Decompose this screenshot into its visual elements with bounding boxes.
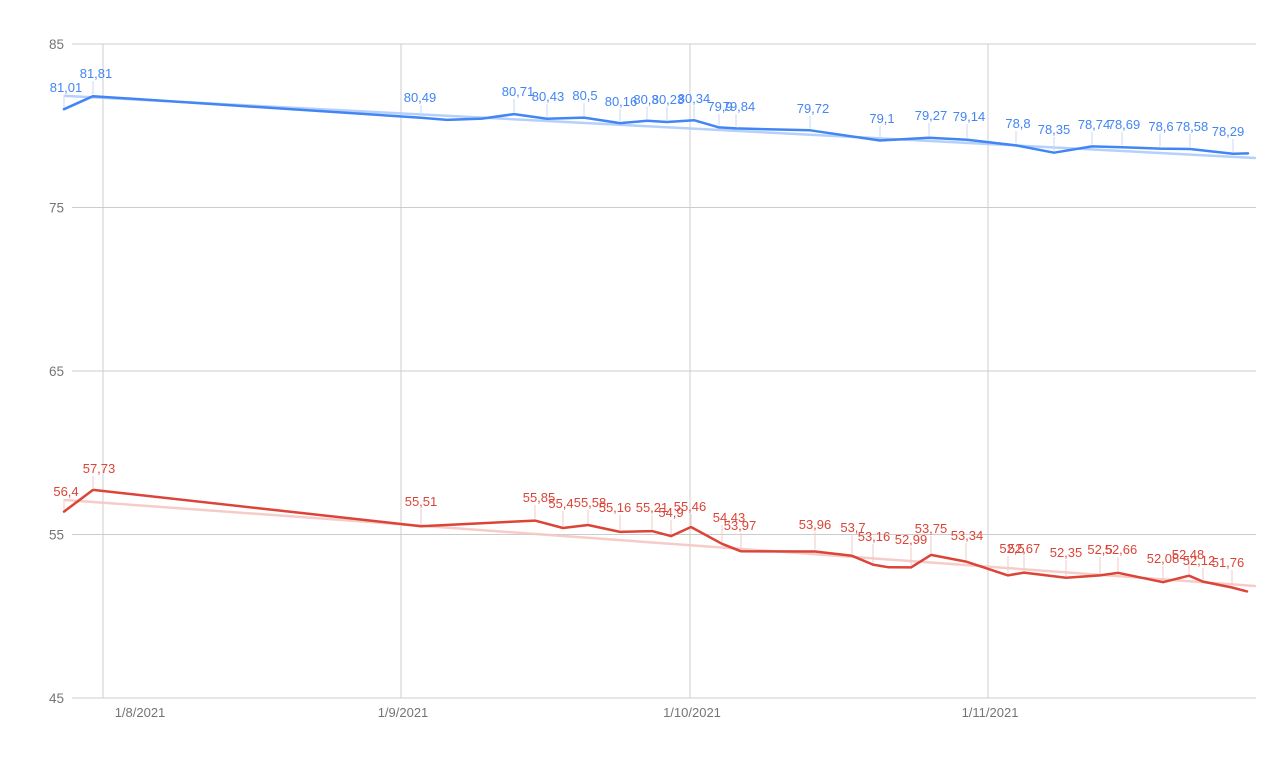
- red-data-label: 52,99: [895, 532, 928, 547]
- red-data-label: 55,58: [574, 495, 607, 510]
- red-data-label: 55,46: [674, 499, 707, 514]
- red-data-label: 55,51: [405, 494, 438, 509]
- blue-data-label: 78,58: [1176, 119, 1209, 134]
- red-data-label: 55,85: [523, 490, 556, 505]
- x-axis-tick-label: 1/9/2021: [378, 705, 429, 720]
- y-axis-tick-label: 55: [49, 528, 64, 543]
- y-axis-tick-label: 75: [49, 201, 64, 216]
- blue-data-label: 79,1: [869, 111, 894, 126]
- blue-data-label: 80,3: [633, 92, 658, 107]
- red-data-label: 55,16: [599, 500, 632, 515]
- red-data-label: 51,76: [1212, 555, 1245, 570]
- blue-series-line: [62, 94, 1250, 155]
- blue-data-label: 80,5: [572, 88, 597, 103]
- blue-data-label: 78,69: [1108, 117, 1141, 132]
- blue-data-label: 81,01: [50, 80, 83, 95]
- red-trendline: [63, 498, 1257, 588]
- x-axis-tick-label: 1/10/2021: [663, 705, 721, 720]
- blue-data-label: 78,35: [1038, 122, 1071, 137]
- red-data-label: 52,35: [1050, 545, 1083, 560]
- blue-data-label: 80,34: [678, 91, 711, 106]
- red-data-label: 53,16: [858, 529, 891, 544]
- blue-data-label: 78,8: [1005, 116, 1030, 131]
- red-data-label: 53,75: [915, 521, 948, 536]
- x-axis-tick-label: 1/8/2021: [115, 705, 166, 720]
- blue-data-label: 79,72: [797, 101, 830, 116]
- blue-data-label: 80,16: [605, 94, 638, 109]
- x-axis-tick-label: 1/11/2021: [962, 705, 1019, 720]
- blue-data-label: 79,84: [723, 99, 756, 114]
- blue-data-label: 79,27: [915, 108, 948, 123]
- y-axis-tick-label: 45: [49, 691, 64, 706]
- red-data-label: 54,9: [658, 505, 683, 520]
- y-axis-tick-label: 65: [49, 364, 64, 379]
- red-data-label: 53,97: [724, 518, 757, 533]
- red-data-label: 53,96: [799, 517, 832, 532]
- red-data-label: 56,4: [53, 484, 78, 499]
- red-data-label: 53,34: [951, 528, 984, 543]
- red-data-label: 55,4: [548, 496, 573, 511]
- red-data-label: 52,5: [1087, 542, 1112, 557]
- red-series-line: [62, 488, 1249, 593]
- red-data-label: 52,48: [1172, 547, 1205, 562]
- blue-data-label: 80,71: [502, 84, 535, 99]
- blue-data-label: 79,9: [707, 99, 732, 114]
- blue-data-label: 78,74: [1078, 117, 1111, 132]
- red-data-label: 52,66: [1105, 542, 1138, 557]
- blue-data-label: 79,14: [953, 109, 986, 124]
- red-data-label: 54,43: [713, 510, 746, 525]
- red-data-label: 55,21: [636, 500, 669, 515]
- red-data-label: 52,5: [999, 541, 1024, 556]
- blue-data-label: 80,43: [532, 89, 565, 104]
- blue-data-label: 80,49: [404, 90, 437, 105]
- blue-data-label: 80,23: [652, 92, 685, 107]
- red-data-label: 52,12: [1183, 553, 1216, 568]
- red-data-label: 52,08: [1147, 551, 1180, 566]
- blue-data-label: 81,81: [80, 66, 113, 81]
- y-axis-tick-label: 85: [49, 37, 64, 52]
- red-data-label: 52,67: [1008, 541, 1041, 556]
- red-data-label: 57,73: [83, 461, 116, 476]
- blue-data-label: 78,6: [1148, 119, 1173, 134]
- blue-data-label: 78,29: [1212, 124, 1245, 139]
- red-data-label: 53,7: [840, 520, 865, 535]
